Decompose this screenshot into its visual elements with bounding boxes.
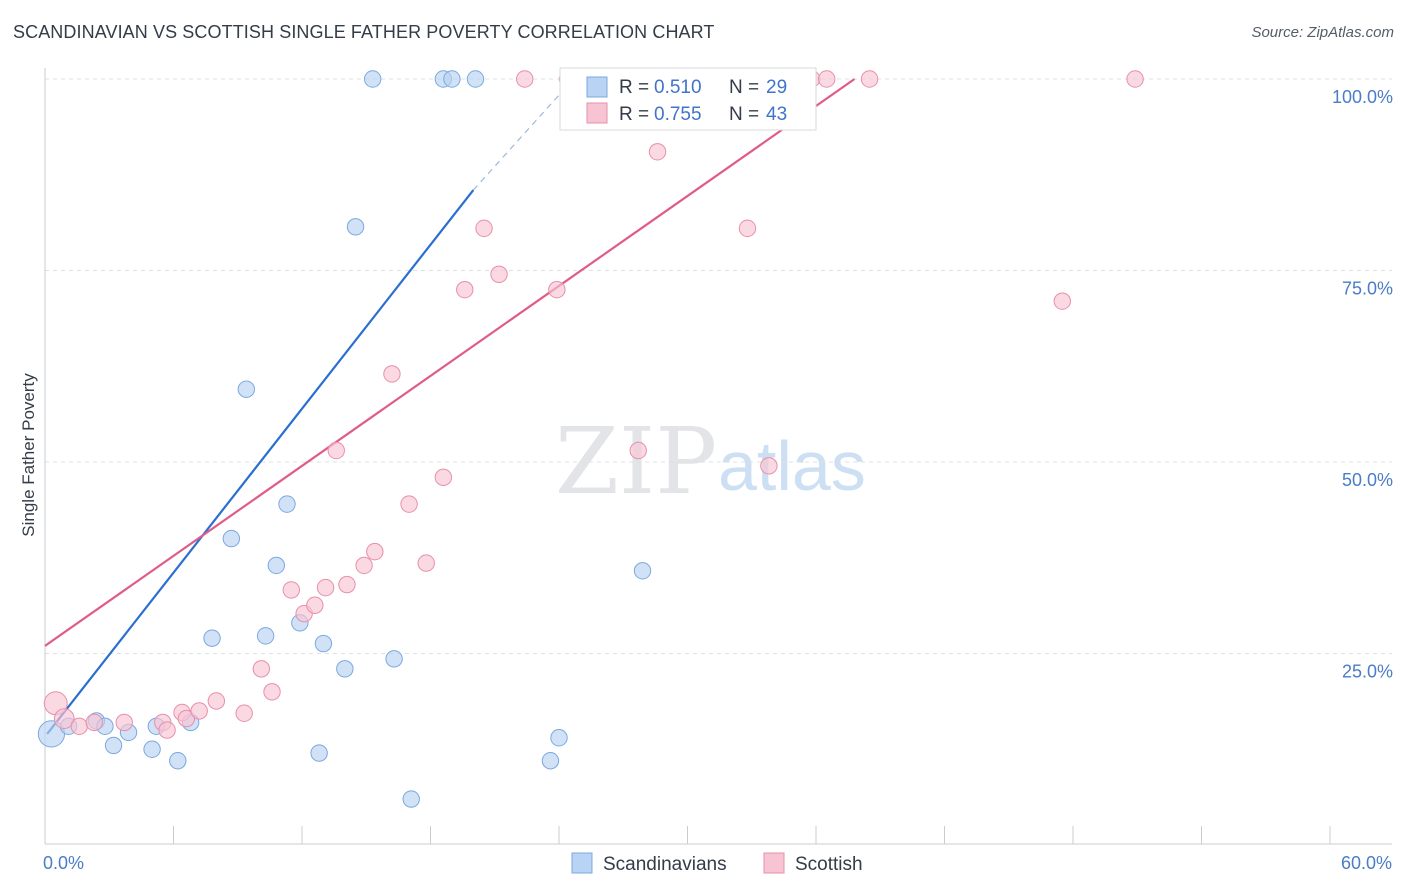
scandinavians-point	[104, 736, 123, 755]
scandinavians-point	[550, 729, 568, 747]
scandinavians-point	[402, 790, 420, 808]
scandinavians-point	[237, 380, 256, 398]
scottish-point	[207, 692, 226, 710]
scandinavians-point	[256, 627, 275, 645]
scandinavians-point	[278, 495, 296, 513]
y-tick-label: 100.0%	[1332, 87, 1393, 107]
scottish-point	[115, 713, 133, 732]
scottish-point	[306, 596, 324, 614]
scandinavians-point	[363, 70, 382, 88]
scottish-point	[490, 265, 508, 284]
scandinavians-trend	[46, 70, 581, 735]
axes	[44, 68, 1392, 845]
legend-pink-swatch	[586, 102, 608, 124]
scandinavians-point	[633, 562, 652, 580]
grid-lines	[45, 78, 1392, 654]
legend-blue-swatch	[586, 76, 608, 98]
scottish-point	[548, 280, 566, 299]
y-tick-label: 50.0%	[1342, 470, 1393, 490]
scottish-point	[434, 468, 453, 487]
scottish-point	[70, 717, 88, 735]
scottish-point	[648, 143, 667, 161]
scandinavians-trend-line	[46, 189, 475, 735]
scottish-point	[1126, 70, 1144, 88]
scottish-point	[158, 721, 176, 739]
scottish-point	[85, 713, 103, 732]
scandinavians-point	[314, 634, 333, 653]
legend-pink-n-value: 43	[766, 104, 787, 125]
scandinavians-point	[336, 660, 354, 678]
scottish-point	[860, 70, 879, 88]
scottish-point	[456, 280, 474, 299]
scottish-point	[1053, 292, 1071, 310]
legend-blue-n-value: 29	[766, 77, 787, 98]
legend-blue-r-label: R =	[619, 77, 649, 98]
chart-title: SCANDINAVIAN VS SCOTTISH SINGLE FATHER P…	[13, 22, 715, 42]
legend-scandinavians-swatch	[571, 852, 593, 874]
scottish-point	[177, 709, 196, 728]
series-legend: Scandinavians Scottish	[571, 852, 863, 875]
scottish-point	[417, 554, 435, 572]
legend-scottish-swatch	[763, 852, 785, 874]
source-label: Source: ZipAtlas.com	[1251, 24, 1394, 41]
scottish-point	[475, 219, 493, 238]
scottish-point	[327, 441, 345, 460]
y-tick-label: 75.0%	[1342, 279, 1393, 299]
legend-pink-r-label: R =	[619, 104, 649, 125]
scottish-point	[516, 70, 534, 88]
scottish-point	[383, 365, 401, 383]
legend-blue-n-label: N =	[729, 77, 759, 98]
scandinavians-point	[541, 752, 560, 770]
scottish-point	[338, 575, 356, 594]
scandinavians-point	[385, 650, 403, 668]
scottish-point	[366, 542, 384, 561]
scandinavians-point	[466, 70, 485, 88]
correlation-legend: R = 0.510 N = 29 R = 0.755 N = 43	[559, 67, 817, 131]
x-tick-min: 0.0%	[43, 853, 84, 873]
x-tick-max: 60.0%	[1341, 853, 1392, 873]
scottish-point	[252, 660, 271, 678]
legend-scandinavians-label: Scandinavians	[603, 854, 727, 875]
scandinavians-point	[310, 744, 328, 762]
scottish-point	[316, 578, 335, 597]
scottish-point	[400, 495, 418, 513]
scottish-trend	[44, 78, 856, 647]
scandinavians-point	[346, 218, 365, 236]
scottish-point	[282, 581, 300, 599]
scottish-point	[818, 70, 836, 88]
scottish-point	[190, 702, 208, 720]
scandinavians-point	[443, 70, 461, 88]
scandinavians-point	[267, 556, 285, 575]
scottish-point	[629, 441, 647, 460]
legend-blue-r-value: 0.510	[654, 77, 702, 98]
legend-pink-r-value: 0.755	[654, 104, 702, 125]
y-axis-label: Single Father Poverty	[19, 373, 38, 537]
watermark-zip: ZIP	[555, 408, 717, 515]
legend-pink-n-label: N =	[729, 104, 759, 125]
scandinavians-point	[143, 740, 161, 758]
scandinavians-point	[169, 752, 187, 770]
scottish-point	[263, 683, 281, 701]
scottish-point	[738, 219, 757, 238]
scottish-point	[355, 556, 373, 575]
y-tick-label: 25.0%	[1342, 662, 1393, 682]
scottish-point	[760, 457, 778, 475]
scandinavians-point	[203, 629, 221, 647]
legend-scottish-label: Scottish	[795, 854, 863, 875]
scottish-trend-line	[44, 78, 856, 647]
watermark-atlas: atlas	[718, 427, 866, 505]
scottish-point	[53, 708, 75, 729]
y-tick-labels: 25.0% 50.0% 75.0% 100.0%	[1332, 87, 1393, 682]
scottish-point	[235, 704, 253, 722]
scandinavians-point	[222, 529, 241, 548]
